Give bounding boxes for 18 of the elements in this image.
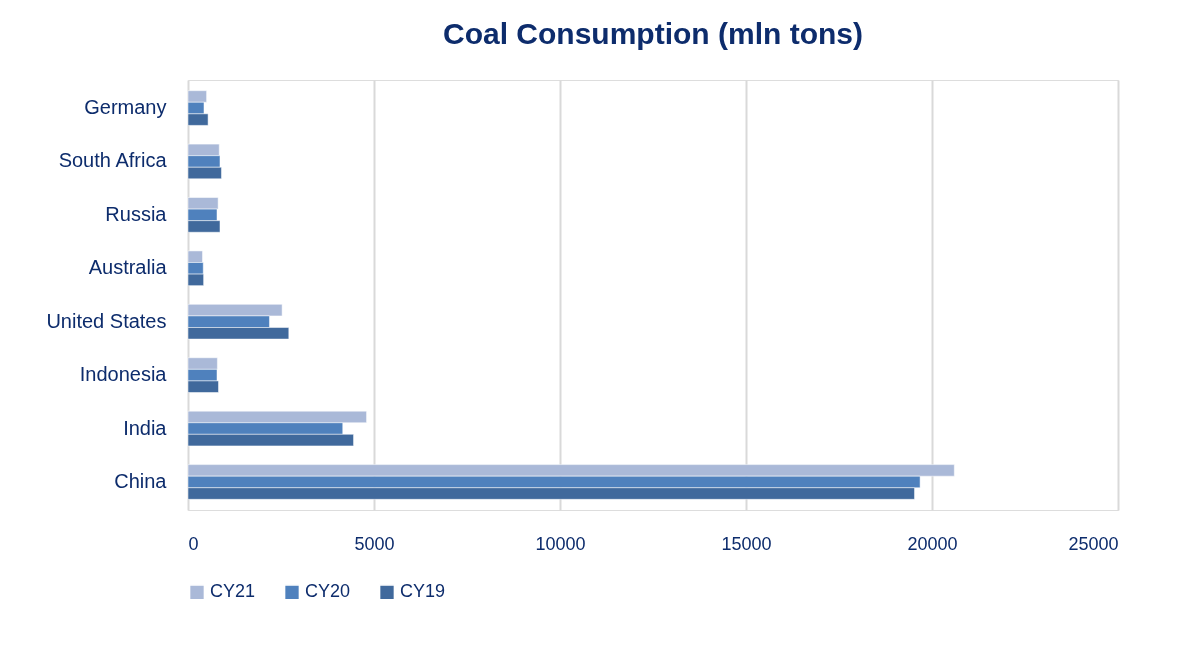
y-tick-label: China [114,469,168,492]
y-tick-label: Russia [105,202,168,225]
y-tick-label: South Africa [58,149,168,172]
chart-title: Coal Consumption (mln tons) [443,17,863,50]
x-tick-label: 25000 [1068,533,1119,554]
legend-label: CY21 [210,581,256,602]
legend-label: CY19 [400,581,446,602]
y-tick-label: Australia [88,256,168,279]
legend-label: CY20 [305,581,351,602]
y-tick-label: United States [46,309,167,332]
x-tick-label: 20000 [907,533,958,554]
y-tick-label: India [123,416,168,439]
x-tick-label: 0 [188,533,199,554]
x-tick-label: 10000 [535,533,586,554]
y-tick-label: Germany [84,96,167,119]
x-tick-label: 15000 [721,533,772,554]
y-tick-label: Indonesia [79,363,168,386]
x-tick-label: 5000 [354,533,395,554]
